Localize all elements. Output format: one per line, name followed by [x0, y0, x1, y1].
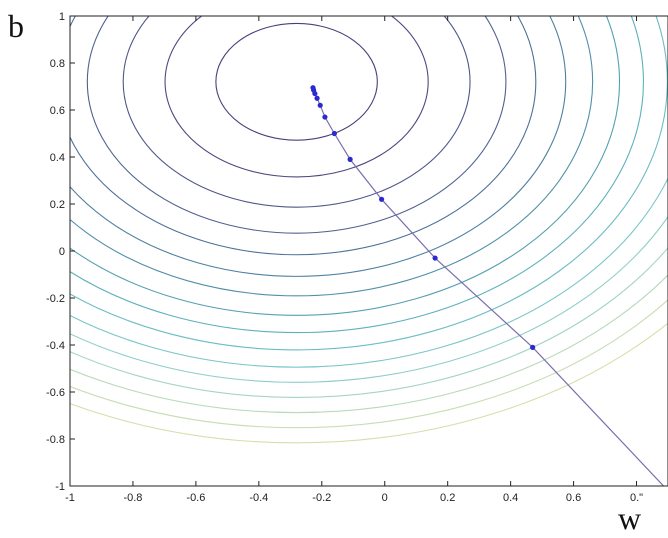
x-axis-label: w — [618, 500, 642, 536]
x-tick-label: 0." — [630, 492, 643, 504]
contour-level-10 — [70, 16, 668, 351]
contour-level-16 — [70, 322, 668, 444]
contour-level-9 — [70, 16, 644, 334]
contour-level-8 — [70, 16, 620, 316]
plot-frame — [69, 15, 668, 487]
contour-lines — [70, 16, 668, 444]
contour-level-11 — [70, 176, 668, 368]
y-tick-label: -0.2 — [46, 293, 65, 305]
x-tick-label: 0.2 — [440, 492, 455, 504]
descent-point — [310, 85, 316, 91]
y-tick-label: -0.4 — [46, 340, 65, 352]
y-axis-ticks: -1 -0.8 -0.6 -0.4 -0.2 0 0.2 0.4 0.6 0.8 1 — [46, 11, 75, 493]
x-tick-label: -0.4 — [249, 492, 268, 504]
contour-level-12 — [70, 215, 668, 383]
contour-level-13 — [70, 246, 668, 398]
y-tick-label: -1 — [55, 481, 65, 493]
contour-level-5 — [70, 16, 537, 256]
y-tick-label: -0.6 — [46, 387, 65, 399]
descent-point — [378, 196, 385, 202]
contour-level-15 — [70, 298, 668, 429]
descent-point — [432, 255, 438, 261]
x-axis-ticks: -1 -0.8 -0.6 -0.4 -0.2 0 0.2 0.4 0.6 0." — [65, 16, 643, 504]
descent-point — [322, 114, 328, 120]
y-tick-label: 0.4 — [50, 152, 65, 164]
x-tick-label: 0.4 — [503, 492, 518, 504]
descent-path — [310, 85, 665, 486]
contour-level-2 — [164, 16, 429, 178]
descent-path-line — [312, 87, 665, 486]
descent-point — [347, 156, 353, 162]
x-tick-label: -0.6 — [186, 492, 205, 504]
y-tick-label: -0.8 — [46, 434, 65, 446]
y-tick-label: 0.2 — [50, 199, 65, 211]
descent-point — [530, 344, 536, 350]
panel-label: b — [8, 8, 24, 44]
x-tick-label: -0.8 — [123, 492, 142, 504]
contour-level-4 — [86, 16, 507, 234]
x-tick-label: -1 — [65, 492, 75, 504]
x-tick-label: 0 — [382, 492, 388, 504]
contour-level-7 — [70, 16, 594, 297]
contour-level-3 — [122, 16, 471, 208]
y-tick-label: 0.8 — [50, 58, 65, 70]
descent-point — [314, 95, 320, 101]
y-tick-label: 0 — [59, 246, 65, 258]
x-tick-label: 0.6 — [566, 492, 581, 504]
descent-point — [317, 102, 323, 108]
contour-level-14 — [70, 274, 668, 414]
descent-point — [331, 130, 337, 137]
contour-level-1 — [215, 22, 378, 141]
y-tick-label: 0.6 — [50, 105, 65, 117]
contour-level-6 — [70, 16, 567, 277]
x-tick-label: -0.2 — [312, 492, 331, 504]
y-tick-label: 1 — [59, 11, 65, 23]
